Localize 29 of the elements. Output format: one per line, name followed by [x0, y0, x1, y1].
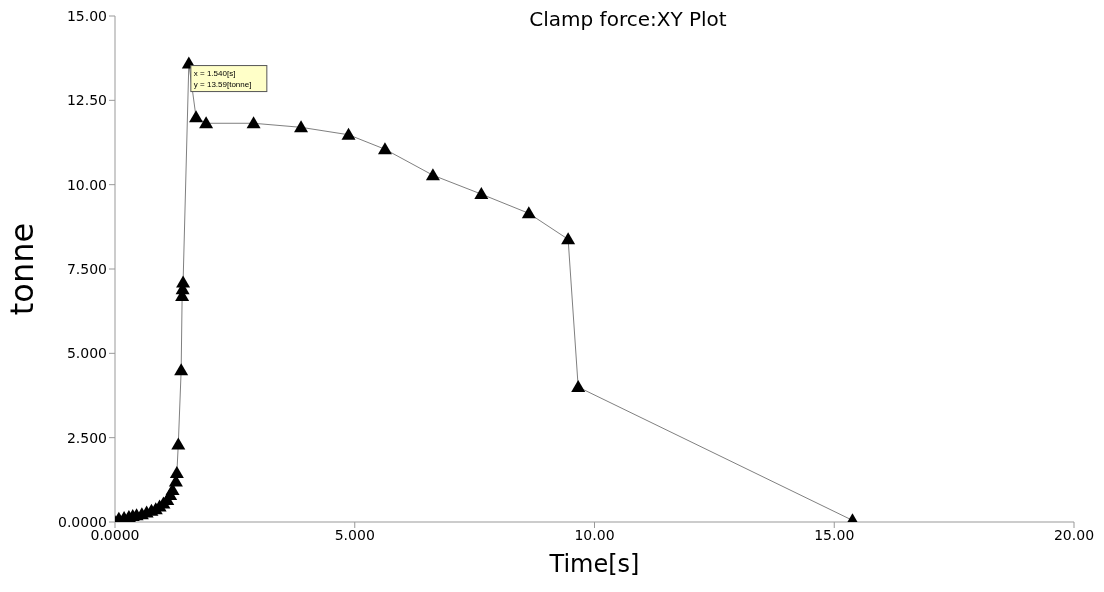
point	[199, 116, 214, 129]
y-tick-label: 5.000	[66, 345, 107, 362]
point	[189, 110, 204, 123]
y-tick-label: 10.00	[66, 176, 107, 193]
x-tick-label: 15.00	[814, 526, 855, 543]
annotation: x = 1.540[s] y = 13.59[tonne]	[193, 68, 252, 89]
point	[174, 363, 189, 376]
y-tick-label: 15.00	[66, 7, 107, 24]
point	[561, 232, 576, 245]
chart-title: Clamp force:XY Plot	[529, 7, 727, 31]
point	[171, 437, 186, 450]
y-tick-label: 7.500	[66, 260, 107, 277]
point	[521, 206, 536, 219]
x-tick-label: 5.000	[334, 526, 375, 543]
point	[377, 142, 392, 155]
x-tick-label: 20.00	[1053, 526, 1095, 543]
point	[176, 275, 191, 288]
point	[169, 466, 184, 479]
y-tick-label: 2.500	[66, 429, 107, 446]
point	[571, 380, 586, 393]
y-axis-title: tonne	[3, 222, 42, 316]
point	[294, 120, 309, 133]
y-tick-label: 12.50	[66, 92, 107, 109]
point	[246, 116, 261, 129]
point	[341, 127, 356, 140]
x-axis-title: Time[s]	[548, 550, 640, 578]
point	[474, 187, 489, 200]
x-tick-label: 10.00	[574, 526, 615, 543]
point	[425, 168, 440, 181]
